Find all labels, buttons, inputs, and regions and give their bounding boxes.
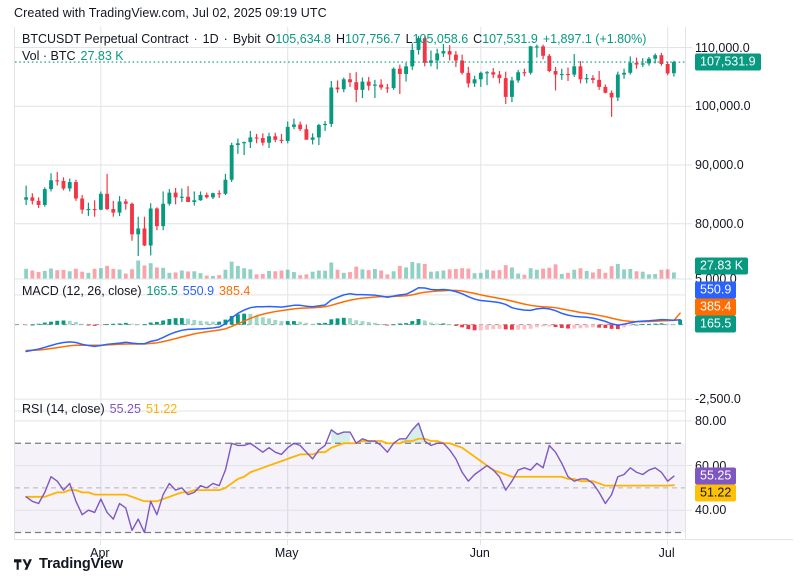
- price-axis-label-110000: 110,000.0: [695, 40, 750, 55]
- time-axis-label-may: May: [274, 546, 299, 560]
- rsi-axis-label-40: 40.00: [695, 503, 727, 518]
- time-axis[interactable]: Apr May Jun Jul: [14, 539, 793, 566]
- time-axis-label-jun: Jun: [469, 546, 490, 560]
- time-axis-tick: [479, 540, 481, 545]
- created-with-credit: Created with TradingView.com, Jul 02, 20…: [14, 6, 327, 20]
- chart-plot-area[interactable]: [14, 27, 686, 539]
- rsi-axis-label-80: 80.00: [695, 413, 727, 428]
- tradingview-branding: TradingView: [14, 556, 123, 572]
- volume-tag: 27.83 K: [695, 257, 749, 275]
- time-axis-tick: [286, 540, 288, 545]
- tradingview-logo-icon: [14, 558, 32, 570]
- macd-line-tag: 550.9: [695, 281, 737, 299]
- axis-ticks: [686, 47, 692, 511]
- price-scale-axis[interactable]: 110,000.0 100,000.0 90,000.0 80,000.0 5,000.…: [686, 27, 793, 539]
- chart-frame: 110,000.0 100,000.0 90,000.0 80,000.0 5,000.…: [14, 27, 793, 539]
- tradingview-wordmark: TradingView: [39, 556, 124, 572]
- price-axis-label-90000: 90,000.0: [695, 158, 744, 173]
- macd-signal-tag: 385.4: [695, 298, 737, 316]
- last-price-tag: 107,531.9: [695, 53, 761, 71]
- price-axis-label-80000: 80,000.0: [695, 216, 744, 231]
- rsi-ma-tag: 51.22: [695, 484, 737, 502]
- macd-axis-label-minus2500: -2,500.0: [695, 392, 741, 407]
- time-axis-tick: [666, 540, 668, 545]
- time-axis-label-apr: Apr: [90, 546, 110, 560]
- rsi-value-tag: 55.25: [695, 467, 737, 485]
- time-axis-label-jul: Jul: [658, 546, 675, 560]
- price-axis-label-100000: 100,000.0: [695, 99, 751, 114]
- time-axis-tick: [99, 540, 101, 545]
- macd-hist-tag: 165.5: [695, 315, 737, 333]
- chart-canvas: [15, 27, 685, 537]
